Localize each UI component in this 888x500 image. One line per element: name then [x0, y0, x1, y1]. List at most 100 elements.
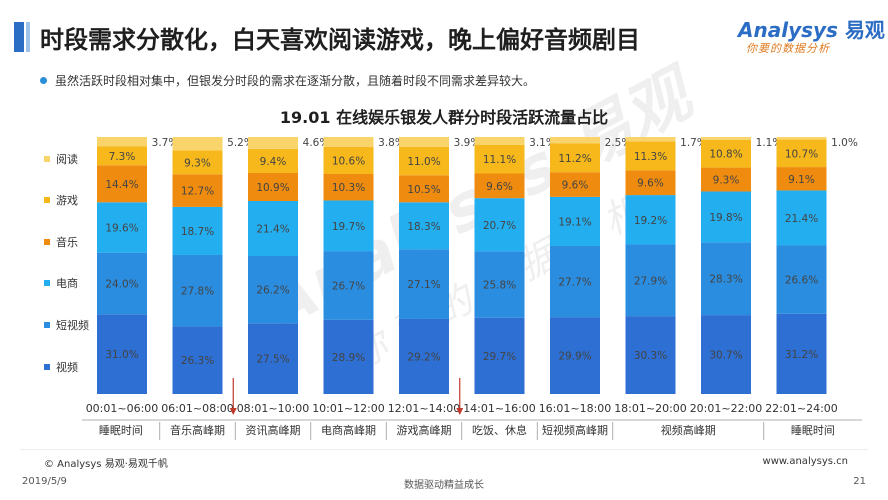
data-label-短视频-5: 27.1%: [407, 279, 440, 291]
bar-segment-电商-9: [701, 191, 751, 243]
data-label-音乐-6: 9.6%: [486, 181, 513, 193]
legend-swatch-1: [44, 156, 50, 162]
data-label-游戏-2: 9.3%: [184, 157, 211, 169]
footer-source: © Analysys 易观·易观千帆: [44, 459, 168, 470]
data-label-电商-9: 19.8%: [709, 212, 742, 224]
title-accent-bar: [14, 22, 24, 52]
footer-site[interactable]: www.analysys.cn: [762, 456, 848, 467]
bar-segment-视频-3: [248, 323, 298, 394]
bar-segment-阅读-1: [97, 137, 147, 147]
data-label-阅读-10: 1.0%: [831, 137, 858, 149]
data-label-短视频-8: 27.9%: [634, 275, 667, 287]
footer-slogan: 数据驱动精益成长: [404, 480, 484, 491]
data-label-游戏-9: 10.8%: [709, 149, 742, 161]
data-label-游戏-4: 10.6%: [332, 155, 365, 167]
period-label-7: 短视频高峰期: [542, 423, 608, 437]
bar-segment-视频-7: [550, 317, 600, 394]
bar-segment-电商-2: [172, 206, 223, 255]
data-label-视频-8: 30.3%: [634, 350, 667, 362]
data-label-阅读-1: 3.7%: [152, 137, 179, 149]
bar-segment-电商-3: [248, 200, 298, 256]
data-label-短视频-6: 25.8%: [483, 280, 516, 292]
x-tick-label-3: 08:01~10:00: [237, 402, 310, 415]
data-label-游戏-5: 11.0%: [407, 156, 440, 168]
bar-segment-视频-8: [625, 316, 676, 394]
data-label-音乐-4: 10.3%: [332, 182, 365, 194]
bar-segment-视频-6: [474, 317, 525, 394]
data-label-短视频-4: 26.7%: [332, 280, 365, 292]
period-label-9: 睡眠时间: [791, 424, 835, 437]
logo-slogan: 你要的数据分析: [746, 42, 830, 55]
bar-segment-电商-10: [776, 190, 827, 246]
data-label-短视频-3: 26.2%: [256, 285, 289, 297]
period-label-3: 资讯高峰期: [246, 423, 301, 437]
data-label-阅读-6: 3.1%: [529, 137, 556, 149]
bar-segment-游戏-4: [323, 146, 374, 175]
data-label-视频-4: 28.9%: [332, 352, 365, 364]
x-tick-label-4: 10:01~12:00: [312, 402, 385, 415]
logo-prefix: A: [738, 18, 754, 42]
data-label-电商-2: 18.7%: [181, 226, 214, 238]
x-tick-label-6: 14:01~16:00: [463, 402, 536, 415]
bar-segment-阅读-2: [172, 137, 223, 151]
data-label-音乐-10: 9.1%: [788, 174, 815, 186]
legend-label-4: 电商: [56, 276, 78, 290]
data-label-音乐-3: 10.9%: [256, 182, 289, 194]
title-accent-bar-light: [26, 22, 30, 52]
bar-segment-阅读-6: [474, 137, 525, 145]
legend-swatch-5: [44, 322, 50, 328]
period-label-2: 音乐高峰期: [170, 423, 225, 437]
data-label-游戏-6: 11.1%: [483, 154, 516, 166]
legend-swatch-3: [44, 239, 50, 245]
legend-label-3: 音乐: [56, 235, 78, 249]
data-label-游戏-8: 11.3%: [634, 151, 667, 163]
bar-segment-音乐-2: [172, 174, 223, 207]
bar-segment-阅读-3: [248, 137, 298, 149]
data-label-电商-3: 21.4%: [256, 223, 289, 235]
data-label-视频-3: 27.5%: [256, 354, 289, 366]
data-label-阅读-9: 1.1%: [756, 137, 783, 149]
bar-segment-游戏-8: [625, 141, 676, 171]
bar-segment-视频-1: [97, 314, 147, 394]
bar-segment-阅读-7: [550, 137, 600, 144]
x-tick-label-1: 00:01~06:00: [86, 402, 159, 415]
summary-bullet: 虽然活跃时段相对集中，但银发分时段的需求在逐渐分散，且随着时段不同需求差异较大。: [40, 72, 535, 89]
data-label-游戏-3: 9.4%: [260, 156, 287, 168]
bar-segment-电商-5: [399, 202, 449, 250]
data-label-电商-1: 19.6%: [105, 222, 138, 234]
data-label-阅读-7: 2.5%: [605, 137, 632, 149]
legend-label-6: 视频: [56, 360, 78, 374]
x-tick-label-10: 22:01~24:00: [765, 402, 838, 415]
bar-segment-游戏-7: [550, 143, 600, 173]
summary-text: 虽然活跃时段相对集中，但银发分时段的需求在逐渐分散，且随着时段不同需求差异较大。: [55, 74, 536, 88]
bar-segment-游戏-5: [399, 147, 449, 176]
bar-segment-电商-6: [474, 198, 525, 252]
logo-wordmark: nalysys: [753, 18, 838, 42]
x-tick-label-7: 16:01~18:00: [539, 402, 612, 415]
data-label-视频-10: 31.2%: [785, 349, 818, 361]
bar-segment-音乐-4: [323, 174, 374, 201]
logo-cn: 易观: [844, 18, 885, 42]
data-label-电商-7: 19.1%: [558, 216, 591, 228]
bar-segment-音乐-10: [776, 167, 827, 191]
bar-segment-电商-7: [550, 196, 600, 246]
data-label-阅读-3: 4.6%: [303, 137, 330, 149]
period-label-8: 视频高峰期: [661, 423, 716, 437]
bar-segment-音乐-7: [550, 172, 600, 197]
period-label-4: 电商高峰期: [321, 423, 376, 437]
bar-segment-游戏-10: [776, 139, 827, 168]
bar-segment-短视频-6: [474, 251, 525, 318]
bar-segment-游戏-1: [97, 146, 147, 166]
bar-segment-短视频-3: [248, 255, 298, 324]
bar-segment-电商-1: [97, 202, 147, 253]
bar-segment-短视频-2: [172, 254, 223, 327]
period-label-1: 睡眠时间: [99, 424, 143, 437]
bar-segment-音乐-6: [474, 173, 525, 199]
data-label-视频-7: 29.9%: [558, 351, 591, 363]
data-label-短视频-7: 27.7%: [558, 277, 591, 289]
page-number: 21: [853, 476, 866, 487]
data-label-阅读-2: 5.2%: [227, 137, 254, 149]
data-label-电商-8: 19.2%: [634, 215, 667, 227]
bar-segment-电商-8: [625, 195, 676, 245]
